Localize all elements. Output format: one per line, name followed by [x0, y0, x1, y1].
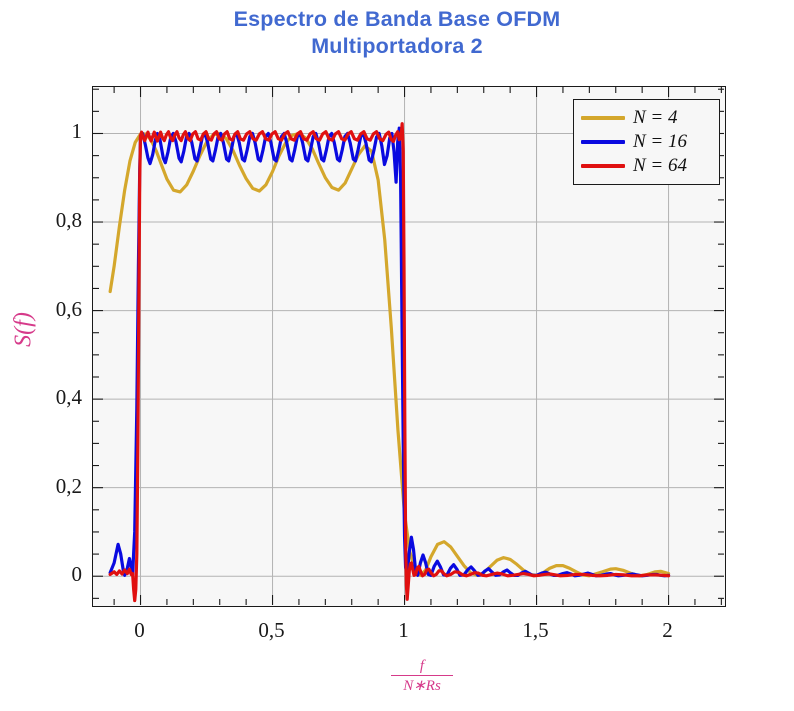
y-tick-label: 0,4 [55, 385, 82, 410]
series-layer [108, 122, 671, 603]
y-tick-label: 0,6 [55, 296, 82, 321]
page-title: Espectro de Banda Base OFDM Multiportado… [233, 7, 561, 58]
legend-swatch-n16 [581, 140, 625, 144]
y-tick-label: 1 [71, 119, 83, 144]
x-tick-label: 0,5 [258, 618, 285, 642]
y-tick-label: 0,8 [55, 208, 82, 233]
legend-label-n64: N = 64 [633, 155, 687, 176]
x-tick-label: 1 [398, 618, 409, 642]
x-axis-label-numerator: f [391, 658, 453, 676]
series-line-16 [108, 126, 671, 578]
legend-item: N = 64 [581, 154, 711, 178]
y-tick-label: 0,2 [55, 473, 82, 498]
legend-label-n4: N = 4 [633, 107, 678, 128]
x-axis-label: f N∗Rs [347, 658, 497, 695]
legend-swatch-n64 [581, 164, 625, 168]
x-tick-label: 1,5 [522, 618, 549, 642]
chart-canvas [93, 87, 724, 605]
legend: N = 4 N = 16 N = 64 [573, 99, 720, 185]
series-line-4 [108, 131, 671, 578]
x-tick-label: 2 [662, 618, 673, 642]
x-tick-label: 0 [134, 618, 145, 642]
y-tick-label: 0 [71, 562, 83, 587]
legend-swatch-n4 [581, 116, 625, 120]
x-axis-label-denominator: N∗Rs [403, 678, 441, 694]
legend-label-n16: N = 16 [633, 131, 687, 152]
legend-item: N = 16 [581, 130, 711, 154]
series-line-64 [108, 122, 671, 603]
legend-item: N = 4 [581, 106, 711, 130]
